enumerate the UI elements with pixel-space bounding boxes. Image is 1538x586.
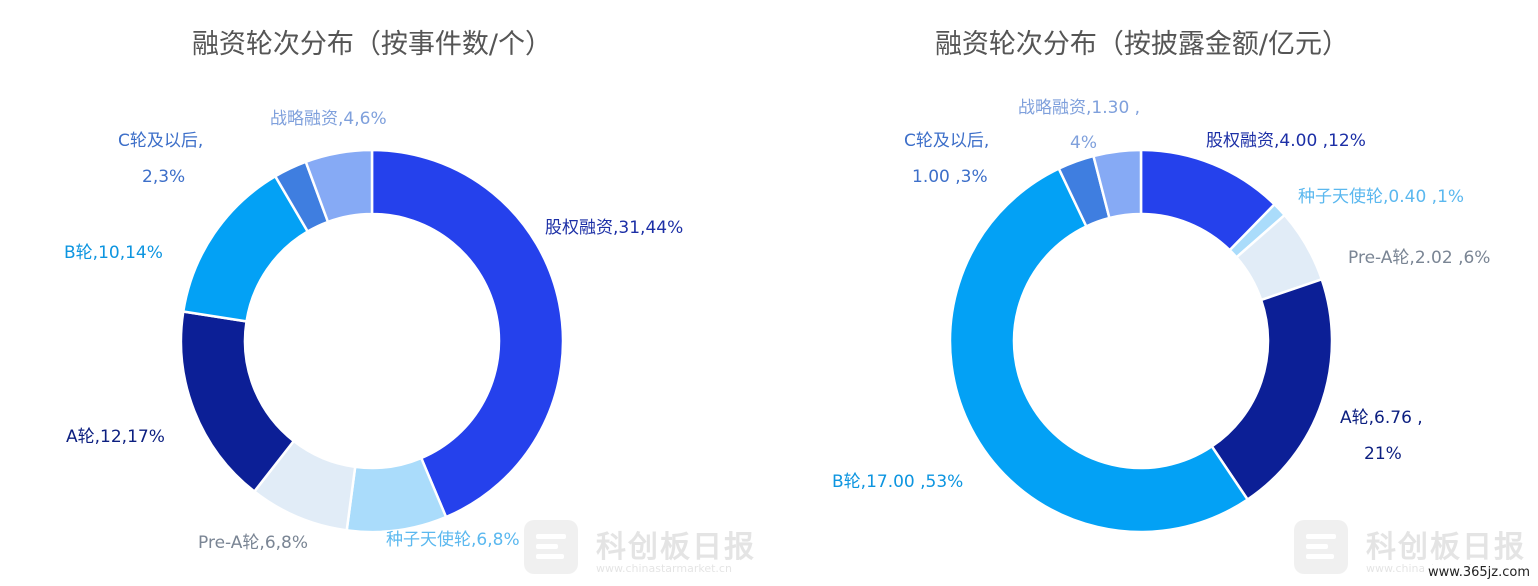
slice-label: 股权融资,31,44% bbox=[545, 218, 684, 238]
slice-label: 股权融资,4.00 ,12% bbox=[1206, 131, 1366, 151]
slice-label: B轮,10,14% bbox=[64, 243, 163, 263]
slice-label: 种子天使轮,6,8% bbox=[386, 530, 520, 550]
slice-label: Pre-A轮,6,8% bbox=[198, 533, 309, 553]
slice-label: 种子天使轮,0.40 ,1% bbox=[1298, 187, 1465, 207]
site-watermark: www.365jz.com bbox=[1424, 565, 1534, 580]
slice-label: 战略融资,4,6% bbox=[270, 109, 387, 129]
watermark-logo-icon bbox=[1294, 520, 1348, 574]
donut-slice-count-6 bbox=[304, 148, 374, 224]
slice-label: 1.00 ,3% bbox=[912, 167, 988, 187]
donut-slice-amount-3 bbox=[1210, 277, 1334, 502]
donut-slice-amount-4 bbox=[948, 166, 1250, 534]
slice-label: A轮,12,17% bbox=[66, 427, 165, 447]
slice-label: 2,3% bbox=[142, 167, 186, 187]
watermark-url: www.chinastarmarket.cn bbox=[596, 562, 732, 575]
donut-slice-count-0 bbox=[370, 148, 565, 519]
slice-label: C轮及以后, bbox=[904, 131, 990, 151]
chart-title-left: 融资轮次分布（按事件数/个） bbox=[191, 29, 553, 60]
donut-slice-count-3 bbox=[179, 310, 296, 494]
donut-slice-amount-6 bbox=[1091, 148, 1143, 220]
watermark-name: 科创板日报 bbox=[596, 530, 756, 565]
slice-label: Pre-A轮,2.02 ,6% bbox=[1348, 248, 1491, 268]
slice-label: B轮,17.00 ,53% bbox=[832, 472, 964, 492]
slice-label: 21% bbox=[1364, 444, 1402, 464]
watermark-name: 科创板日报 bbox=[1366, 530, 1526, 565]
slice-label: 战略融资,1.30 , bbox=[1018, 98, 1141, 118]
watermark-logo-icon bbox=[524, 520, 578, 574]
slice-label: C轮及以后, bbox=[118, 131, 204, 151]
slice-label: A轮,6.76 , bbox=[1340, 408, 1423, 428]
slice-label: 4% bbox=[1070, 133, 1097, 153]
chart-title-right: 融资轮次分布（按披露金额/亿元） bbox=[934, 29, 1350, 60]
